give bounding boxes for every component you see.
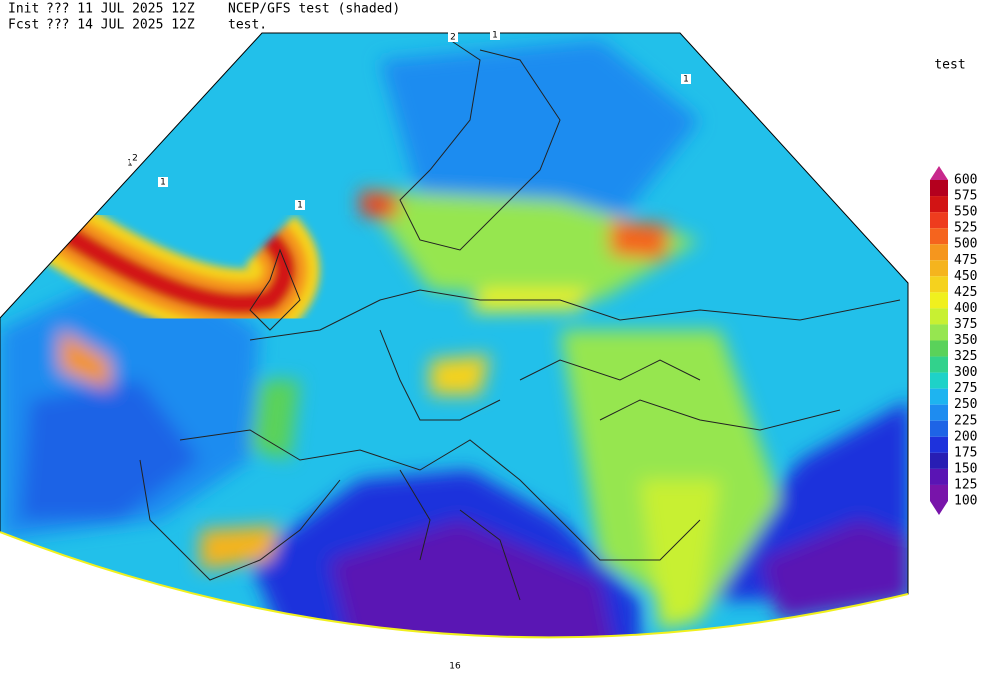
contour-label: 1 xyxy=(127,159,133,169)
colorbar-label: 275 xyxy=(954,381,977,396)
colorbar-triangle-bottom xyxy=(930,501,948,515)
colorbar-label: 575 xyxy=(954,189,977,204)
colorbar-label: 325 xyxy=(954,349,977,364)
colorbar-box xyxy=(930,308,948,325)
legend-title: test xyxy=(934,58,965,73)
colorbar-label: 200 xyxy=(954,429,977,444)
contour-label: 1 xyxy=(297,201,303,211)
colorbar-box xyxy=(930,436,948,453)
colorbar-box xyxy=(930,356,948,373)
colorbar-box xyxy=(930,180,948,197)
colorbar-label: 600 xyxy=(954,173,977,188)
contour-label-bg xyxy=(681,74,691,84)
model-title: NCEP/GFS test (shaded) xyxy=(228,2,400,17)
colorbar-box xyxy=(930,260,948,277)
colorbar-box xyxy=(930,372,948,389)
colorbar-box xyxy=(930,276,948,293)
colorbar-box xyxy=(930,340,948,357)
colorbar-box xyxy=(930,388,948,405)
colorbar-box xyxy=(930,212,948,229)
colorbar-box xyxy=(930,468,948,485)
colorbar-box xyxy=(930,196,948,213)
colorbar-label: 225 xyxy=(954,413,977,428)
colorbar-label: 375 xyxy=(954,317,977,332)
colorbar-label: 350 xyxy=(954,333,977,348)
colorbar-label: 300 xyxy=(954,365,977,380)
colorbar-label: 250 xyxy=(954,397,977,412)
colorbar-label: 450 xyxy=(954,269,977,284)
contour-label-bg xyxy=(448,32,458,42)
contour-label-bg xyxy=(158,177,168,187)
contour-label-bg xyxy=(450,661,460,671)
colorbar-box xyxy=(930,244,948,261)
colorbar-label: 175 xyxy=(954,445,977,460)
colorbar-box xyxy=(930,404,948,421)
fcst-time: ??? 14 JUL 2025 12Z xyxy=(46,18,195,33)
colorbar-label: 150 xyxy=(954,461,977,476)
coastlines xyxy=(139,39,901,601)
colorbar-label: 425 xyxy=(954,285,977,300)
contour-label-bg xyxy=(490,30,500,40)
domain-edge xyxy=(0,531,909,639)
contour-label: 1 xyxy=(683,75,689,85)
contour-label: 1 xyxy=(160,178,166,188)
colorbar-box xyxy=(930,420,948,437)
init-label: Init xyxy=(8,2,39,17)
colorbar-label: 475 xyxy=(954,253,977,268)
contour-label: 2 xyxy=(450,33,456,43)
colorbar-box xyxy=(930,484,948,501)
colorbar: 6005755505255004754504254003753503253002… xyxy=(930,166,977,515)
colorbar-label: 100 xyxy=(954,494,977,509)
contour-label: 2 xyxy=(132,154,138,164)
jet-streak xyxy=(41,200,320,339)
contour-label: 16 xyxy=(449,662,461,672)
init-time: ??? 11 JUL 2025 12Z xyxy=(46,2,195,17)
colorbar-box xyxy=(930,324,948,341)
colorbar-label: 400 xyxy=(954,301,977,316)
colorbar-box xyxy=(930,292,948,309)
contour-label-bg xyxy=(295,200,305,210)
colorbar-box xyxy=(930,228,948,245)
colorbar-label: 125 xyxy=(954,477,977,492)
colorbar-box xyxy=(930,452,948,469)
fcst-label: Fcst xyxy=(8,18,39,33)
contour-label-bg xyxy=(130,153,140,163)
field-name: test. xyxy=(228,18,267,33)
contour-label: 1 xyxy=(492,31,498,41)
colorbar-triangle-top xyxy=(930,166,948,180)
colorbar-label: 550 xyxy=(954,205,977,220)
colorbar-label: 525 xyxy=(954,221,977,236)
field-blobs xyxy=(0,40,908,638)
shaded-field xyxy=(0,33,908,638)
colorbar-label: 500 xyxy=(954,237,977,252)
